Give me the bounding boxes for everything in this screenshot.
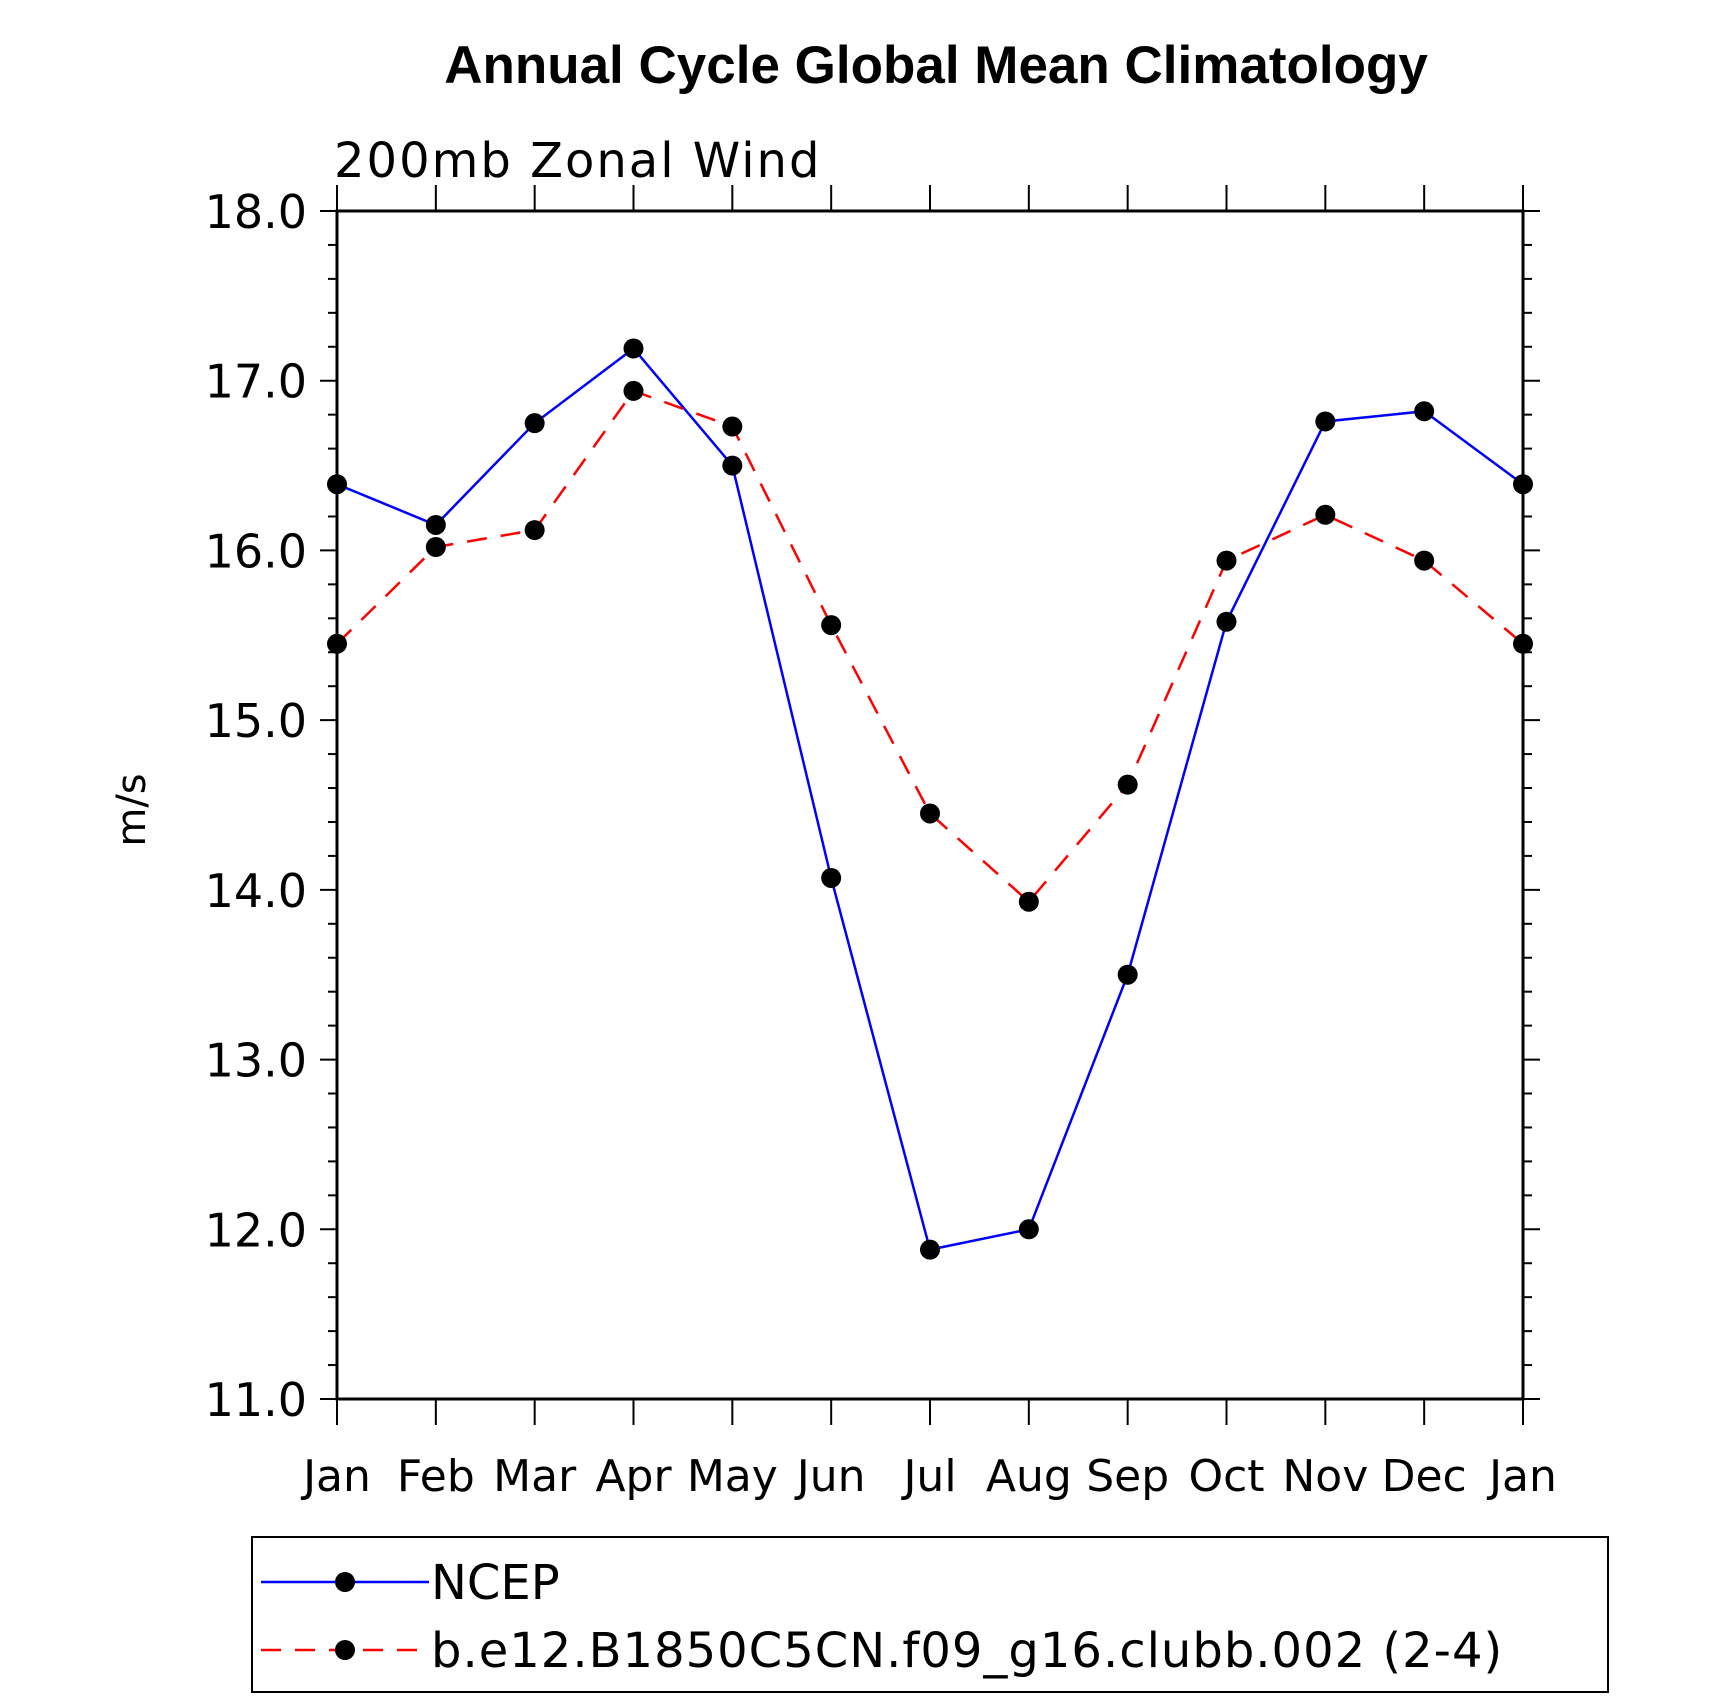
series-1-point (920, 803, 940, 824)
series-1-point (425, 537, 446, 558)
legend-marker-model (335, 1640, 355, 1660)
series-0-point (425, 514, 446, 535)
y-tick-label: 18.0 (205, 185, 307, 239)
x-tick-label: Aug (986, 1451, 1072, 1502)
series-0-point (524, 413, 545, 434)
x-tick-label: Jun (794, 1451, 866, 1502)
series-line-0 (336, 346, 1524, 1252)
x-tick-label: Jul (900, 1451, 956, 1502)
x-tick-label: Jan (300, 1451, 371, 1502)
y-tick-label: 13.0 (205, 1034, 307, 1088)
series-1-point (1414, 550, 1435, 571)
x-tick-label: Mar (493, 1451, 577, 1502)
legend-label-model: b.e12.B1850C5CN.f09_g16.clubb.002 (2-4) (431, 1623, 1503, 1679)
y-tick-label: 15.0 (205, 694, 307, 748)
y-tick-label: 11.0 (205, 1373, 307, 1427)
series-0-point (920, 1239, 940, 1260)
legend-label-ncep: NCEP (431, 1555, 560, 1611)
legend: NCEP b.e12.B1850C5CN.f09_g16.clubb.002 (… (251, 1536, 1609, 1693)
series-0-point (1216, 611, 1237, 632)
series-1-point (1315, 504, 1336, 525)
x-axis-ticks: Jan Feb Mar Apr May Jun Jul Aug Sep Oct Nov Dec Jan (300, 185, 1557, 1502)
x-tick-label: Feb (397, 1451, 475, 1502)
series-0-point (1018, 1219, 1039, 1240)
series-0-point (1414, 401, 1435, 422)
legend-box (251, 1536, 1609, 1693)
y-tick-label: 17.0 (205, 355, 307, 409)
series-0-point (623, 338, 644, 359)
series-1-point (722, 416, 743, 437)
series-1-point (821, 615, 842, 636)
series-1-point (524, 520, 545, 541)
y-tick-label: 12.0 (205, 1203, 307, 1257)
series-0-point (722, 455, 743, 476)
series-layer (327, 338, 1533, 1260)
plot-frame (335, 209, 1525, 1401)
x-tick-label: Dec (1382, 1451, 1467, 1502)
series-0-point (821, 867, 842, 888)
series-1-point (1216, 550, 1237, 571)
chart-title: Annual Cycle Global Mean Climatology (444, 36, 1428, 95)
series-line-1 (336, 389, 1524, 904)
x-tick-label: Nov (1282, 1451, 1368, 1502)
series-1-point (1117, 774, 1138, 795)
x-tick-label: Jan (1486, 1451, 1557, 1502)
chart-subtitle: 200mb Zonal Wind (334, 133, 821, 189)
y-tick-label: 14.0 (205, 864, 307, 918)
x-tick-label: May (687, 1451, 778, 1502)
x-tick-label: Oct (1188, 1451, 1264, 1502)
series-0-point (1315, 411, 1336, 432)
series-1-point (623, 380, 644, 401)
series-1-point (1018, 891, 1039, 912)
x-tick-label: Sep (1086, 1451, 1169, 1502)
y-tick-label: 16.0 (205, 524, 307, 578)
x-tick-label: Apr (595, 1451, 672, 1502)
series-0-point (1117, 964, 1138, 985)
legend-marker-ncep (335, 1572, 355, 1592)
y-axis-ticks: 11.0 12.0 13.0 14.0 15.0 16.0 17.0 18.0 (205, 185, 1540, 1427)
y-axis-label: m/s (109, 773, 155, 846)
